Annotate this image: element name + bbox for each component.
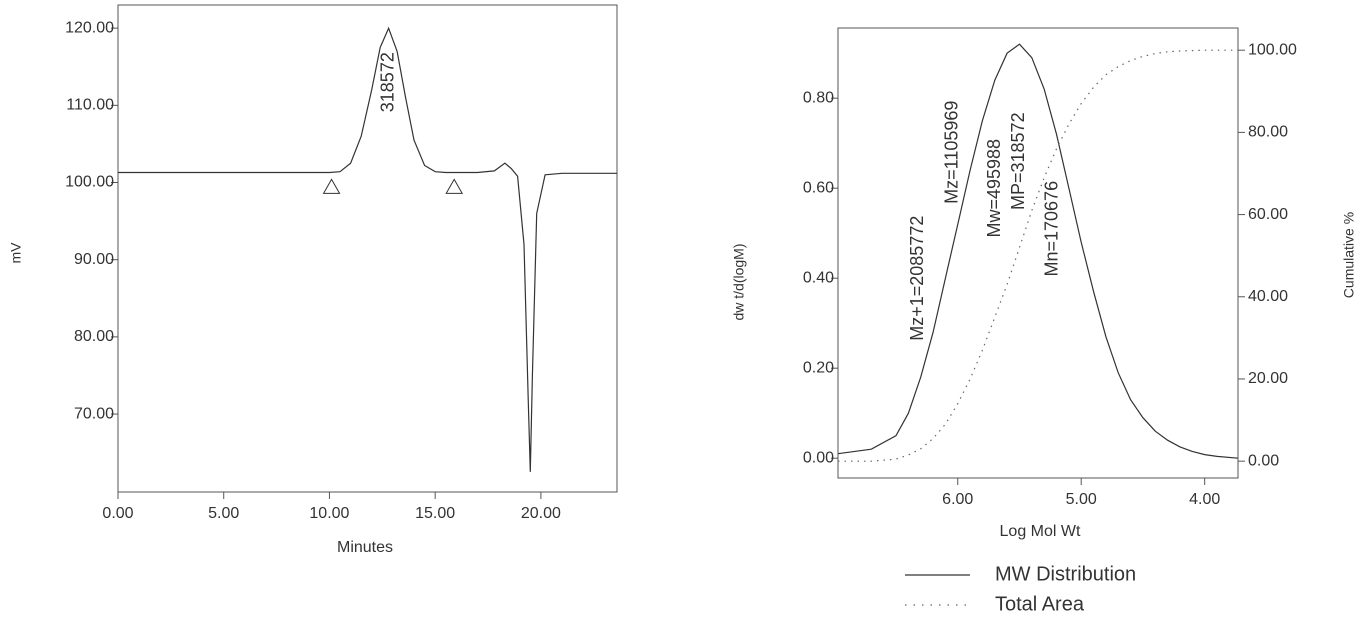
y-tick-label: 100.00 <box>65 174 114 191</box>
y2-tick-label: 0.00 <box>1248 452 1279 469</box>
y-tick-label: 80.00 <box>74 328 114 345</box>
annotation: 318572 <box>377 52 397 112</box>
x-tick-label: 5.00 <box>208 505 239 522</box>
legend-label: Total Area <box>995 593 1085 615</box>
baseline-marker <box>324 179 340 193</box>
y-axis-label: dw t/d(logM) <box>731 243 747 320</box>
y-tick-label: 90.00 <box>74 251 114 268</box>
x-tick-label: 0.00 <box>102 505 133 522</box>
y-axis-label: mV <box>8 242 24 264</box>
plot-frame <box>118 5 617 492</box>
y-tick-label: 70.00 <box>74 405 114 422</box>
y2-axis-label: Cumulative % <box>1341 212 1357 298</box>
x-axis-label: Log Mol Wt <box>1000 523 1081 540</box>
annotation: Mz=1105969 <box>942 101 962 204</box>
annotation: MP=318572 <box>1008 112 1028 210</box>
y2-tick-label: 100.00 <box>1248 41 1297 58</box>
data-line <box>838 50 1238 461</box>
y2-tick-label: 40.00 <box>1248 288 1288 305</box>
x-tick-label: 20.00 <box>521 505 561 522</box>
y-tick-label: 110.00 <box>66 97 114 114</box>
annotation: Mz+1=2085772 <box>907 216 927 341</box>
x-tick-label: 5.00 <box>1066 491 1097 508</box>
page: 0.00 5.00 10.00 15.00 20.00 70.00 80.00 90.00 10… <box>0 0 1367 619</box>
data-line <box>838 44 1238 458</box>
y-tick-label: 0.60 <box>803 179 834 196</box>
y2-tick-label: 80.00 <box>1248 124 1288 141</box>
y-tick-label: 0.20 <box>803 359 834 376</box>
x-tick-label: 6.00 <box>942 491 973 508</box>
baseline-marker <box>446 179 462 193</box>
x-tick-label: 15.00 <box>415 505 455 522</box>
x-tick-label: 4.00 <box>1189 491 1220 508</box>
y2-tick-label: 20.00 <box>1248 370 1288 387</box>
y-tick-label: 120.00 <box>65 19 114 36</box>
x-axis-label: Minutes <box>337 539 393 556</box>
plot-frame <box>838 28 1238 478</box>
y-tick-label: 0.40 <box>803 269 834 286</box>
x-tick-label: 10.00 <box>309 505 349 522</box>
legend-label: MW Distribution <box>995 563 1136 585</box>
y-tick-label: 0.80 <box>803 89 834 106</box>
annotation: Mn=170676 <box>1041 181 1061 277</box>
y2-tick-label: 60.00 <box>1248 206 1288 223</box>
y-tick-label: 0.00 <box>803 449 834 466</box>
annotation: Mw=495988 <box>984 139 1004 238</box>
data-line <box>118 28 617 472</box>
